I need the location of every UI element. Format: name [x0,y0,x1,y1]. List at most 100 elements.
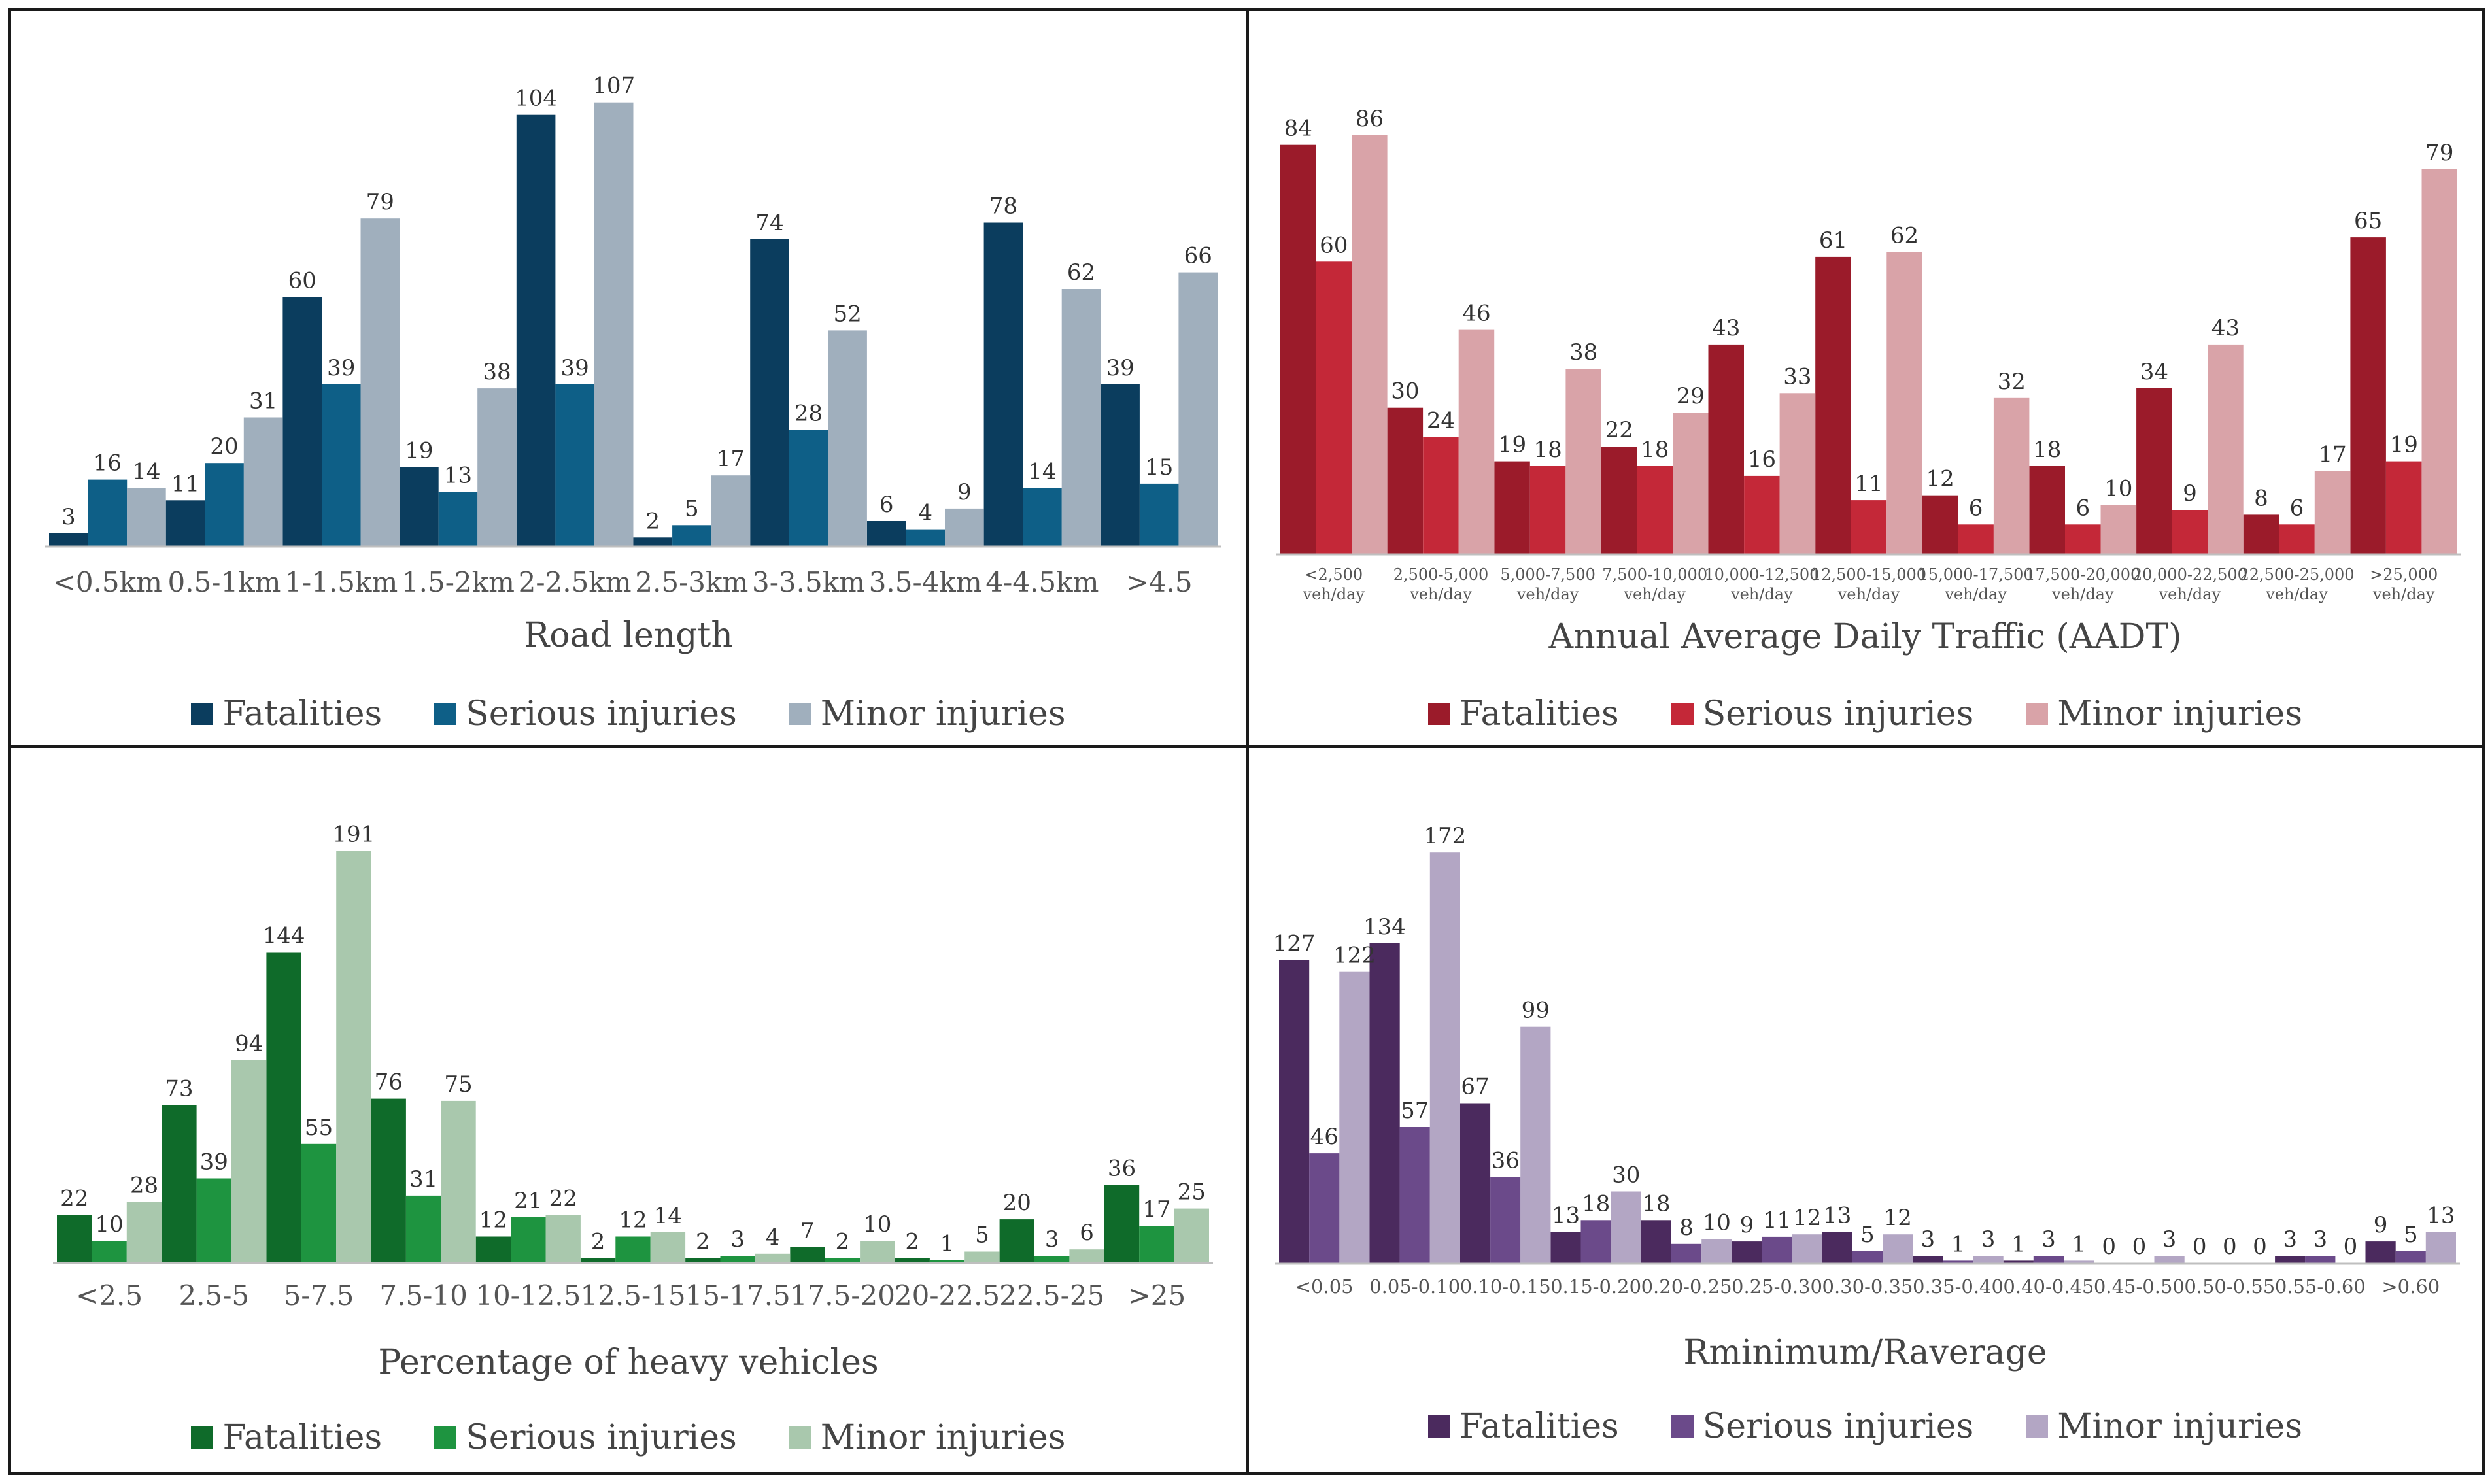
data-label: 5 [1860,1222,1875,1248]
data-label: 86 [1356,106,1384,132]
data-label: 104 [515,86,557,112]
x-tick-label: 3-3.5km [752,566,865,598]
data-label: 6 [879,492,894,518]
x-tick-label: 0.45-0.50 [2094,1275,2185,1298]
data-label: 57 [1401,1098,1429,1124]
data-label: 6 [1969,495,1983,521]
bar-fatalities [475,1236,511,1262]
bar-serious-injuries [2172,510,2208,554]
data-label: 43 [2211,315,2240,341]
data-label: 0 [2344,1234,2358,1260]
data-label: 30 [1612,1162,1640,1189]
x-tick-label: 0.35-0.40 [1913,1275,2004,1298]
x-tick-label: 0.10-0.15 [1460,1275,1551,1298]
panel-heavy-vehicles: 22 73 144 76 12 2 2 7 2 20 36 10 39 55 31 21 12 3 2 1 3 17 28 9… [11,748,1249,1472]
data-label: 1 [2072,1231,2086,1257]
data-label: 9 [957,479,972,505]
bar-fatalities [999,1219,1034,1262]
bar-minor-injuries [2314,471,2351,554]
x-tick-label: 1.5-2km [401,566,515,598]
bar-serious-injuries [789,430,828,546]
bar-serious-injuries [196,1178,231,1262]
bar-fatalities [1494,461,1530,554]
data-label: 67 [1461,1074,1489,1100]
data-label: 4 [766,1224,780,1251]
data-label: 2 [905,1228,919,1255]
x-tick-label: <2.5 [76,1279,143,1311]
x-tick-label: 22.5-25 [999,1279,1104,1311]
bar-minor-injuries [860,1241,895,1262]
data-label: 2 [696,1228,710,1255]
bar-serious-injuries [929,1260,965,1262]
legend-item-fatalities: Fatalities [191,1418,382,1457]
legend-swatch-fatalities [1427,703,1450,725]
legend-item-minor: Minor injuries [2026,694,2302,734]
bar-minor-injuries [545,1215,581,1262]
bar-fatalities [49,533,88,546]
legend-swatch-minor [2026,703,2049,725]
bar-fatalities [1815,256,1851,554]
bar-minor-injuries [2100,505,2136,554]
data-label: 6 [2290,495,2304,521]
bar-fatalities [1369,943,1400,1263]
data-label: 31 [409,1166,437,1192]
data-label: 79 [2425,140,2453,166]
data-label: 29 [1677,383,1705,409]
data-label: 11 [171,471,199,497]
legend-item-serious: Serious injuries [1671,1407,1973,1446]
bar-minor-injuries [650,1232,686,1262]
x-tick-label: 22,500-25,000 veh/day [2239,565,2354,603]
data-label: 28 [130,1173,158,1199]
bar-minor-injuries [231,1060,267,1262]
bar-fatalities [685,1258,721,1262]
bar-minor-injuries [1792,1234,1822,1263]
panel-r-ratio: 127 134 67 13 18 9 13 3 1 0 0 3 9 46 57 36 18 8 11 5 1 3 0 0 3 5 1… [1249,748,2482,1472]
data-label: 36 [1108,1155,1136,1181]
bar-serious-injuries [205,463,244,546]
data-label: 10 [863,1211,891,1238]
bar-fatalities [1913,1256,1943,1263]
bar-fatalities [266,952,301,1262]
data-label: 3 [2041,1226,2056,1253]
bar-minor-injuries [2208,344,2244,554]
bar-fatalities [1101,384,1140,546]
bar-serious-injuries [825,1258,861,1262]
data-label: 65 [2354,208,2382,234]
data-label: 18 [1641,437,1669,463]
bar-serious-injuries [1490,1177,1521,1263]
legend-swatch-serious [434,703,457,725]
bar-minor-injuries [755,1253,791,1262]
data-label: 10 [95,1211,123,1238]
bar-minor-injuries [1178,272,1218,546]
bar-fatalities [750,239,789,546]
data-label: 9 [2374,1212,2388,1238]
x-tick-label: 0.20-0.25 [1641,1275,1732,1298]
legend-item-fatalities: Fatalities [191,694,382,734]
data-label: 99 [1522,998,1550,1024]
data-label: 14 [132,458,160,484]
bar-minor-injuries [360,218,400,546]
legend-heavy-vehicles: Fatalities Serious injuries Minor injuri… [11,1418,1246,1457]
x-tick-label: 3.5-4km [869,566,982,598]
bar-fatalities [2275,1256,2306,1263]
bar-serious-injuries [1637,466,1673,554]
data-label: 191 [332,822,375,848]
bar-minor-injuries [2154,1256,2185,1263]
bar-fatalities [1822,1232,1852,1263]
x-tick-label: >4.5 [1126,566,1193,598]
data-label: 46 [1462,301,1490,327]
chart-grid: 3 11 60 19 104 2 74 6 78 39 16 20 39 13 39 5 28 4 14 15 14 31… [8,8,2485,1475]
bar-serious-injuries [555,384,594,546]
data-label: 9 [1740,1212,1754,1238]
data-label: 12 [1926,466,1954,492]
bar-serious-injuries [1744,475,1780,554]
data-label: 79 [366,189,394,215]
bar-fatalities [1922,495,1958,554]
bar-fatalities [580,1258,616,1262]
bar-minor-injuries [1061,289,1101,546]
x-tick-label: 0.25-0.30 [1732,1275,1822,1298]
bar-serious-injuries [1762,1236,1792,1263]
bar-serious-injuries [1309,1153,1340,1263]
data-label: 15 [1145,454,1173,481]
x-tick-label: 0.5-1km [168,566,281,598]
